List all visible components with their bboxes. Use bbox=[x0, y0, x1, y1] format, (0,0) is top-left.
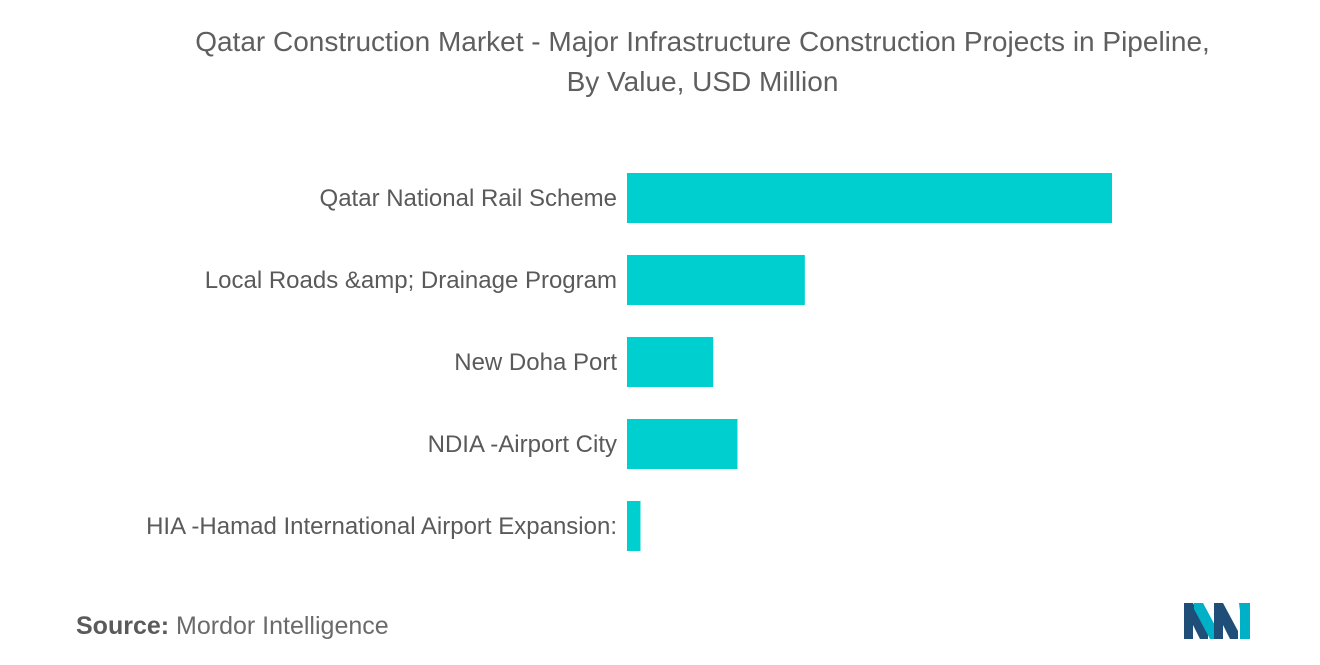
chart-title-line-1: Qatar Construction Market - Major Infras… bbox=[195, 26, 1210, 57]
category-label-4: HIA -Hamad International Airport Expansi… bbox=[146, 513, 617, 540]
mordor-intelligence-logo-icon bbox=[1184, 603, 1250, 639]
bar-4 bbox=[627, 501, 641, 551]
bar-group bbox=[627, 173, 1112, 551]
category-label-group: Qatar National Rail Scheme Local Roads &a… bbox=[146, 185, 617, 540]
category-label-3: NDIA -Airport City bbox=[428, 431, 617, 458]
source-label: Source: bbox=[76, 612, 170, 640]
category-label-0: Qatar National Rail Scheme bbox=[320, 185, 617, 212]
chart-title-line-2: By Value, USD Million bbox=[566, 66, 839, 97]
bar-2 bbox=[627, 337, 714, 387]
bar-1 bbox=[627, 255, 805, 305]
chart-title: Qatar Construction Market - Major Infras… bbox=[0, 22, 1320, 102]
bar-0 bbox=[627, 173, 1112, 223]
category-label-2: New Doha Port bbox=[454, 349, 617, 376]
category-label-1: Local Roads &amp; Drainage Program bbox=[205, 267, 617, 294]
source-text: Mordor Intelligence bbox=[176, 612, 389, 640]
bar-3 bbox=[627, 419, 738, 469]
source-note: Source: Mordor Intelligence bbox=[76, 612, 389, 641]
